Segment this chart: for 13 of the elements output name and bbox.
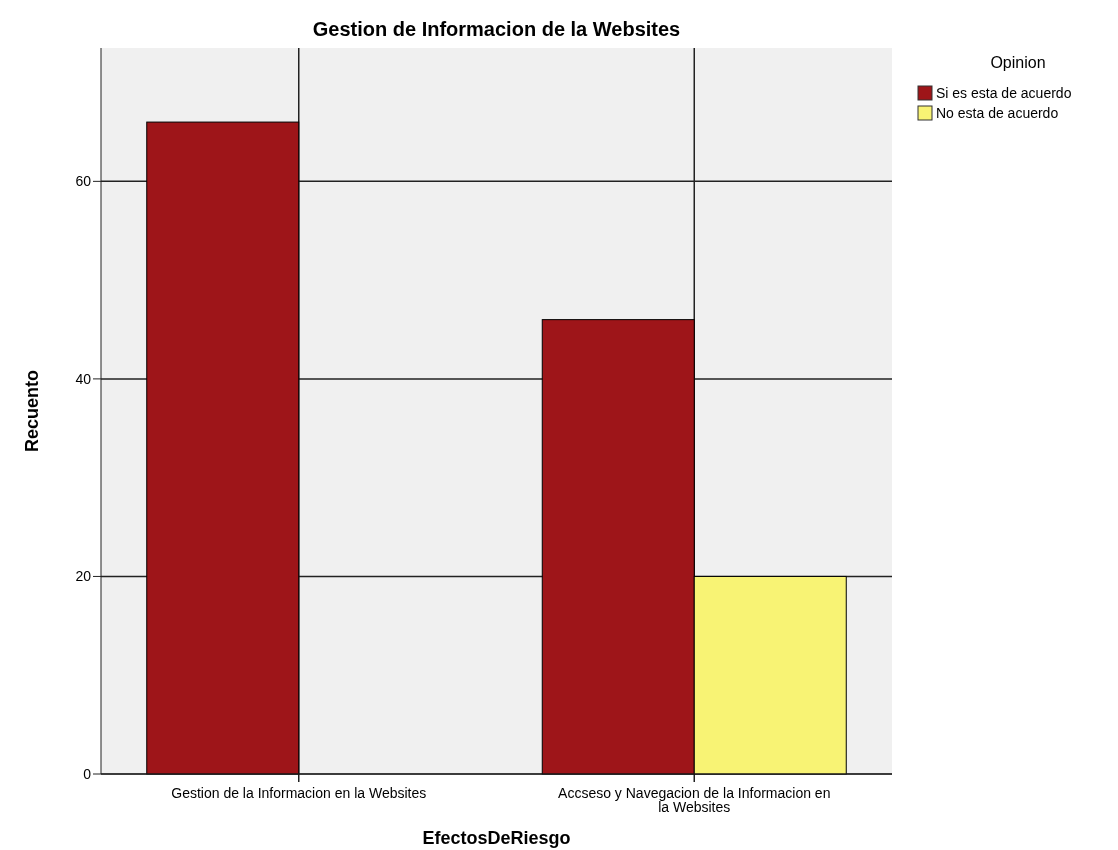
legend-label: No esta de acuerdo (936, 104, 1059, 121)
y-tick-label: 0 (83, 765, 92, 782)
legend-label: Si es esta de acuerdo (936, 84, 1072, 101)
x-tick-label: Gestion de la Informacion en la Websites (171, 785, 427, 801)
y-axis-title: Recuento (22, 369, 42, 453)
y-tick-label: 40 (75, 370, 92, 387)
bar (146, 121, 300, 775)
x-tick-label: Accseso y Navegacion de la Informacion en la Websites (558, 785, 831, 815)
y-tick-label: 60 (75, 173, 92, 190)
chart-title: Gestion de Informacion de la Websites (312, 18, 681, 40)
x-axis-title: EfectosDeRiesgo (422, 828, 571, 848)
legend-title: Opinion (990, 54, 1046, 71)
y-tick-label: 20 (75, 568, 92, 585)
